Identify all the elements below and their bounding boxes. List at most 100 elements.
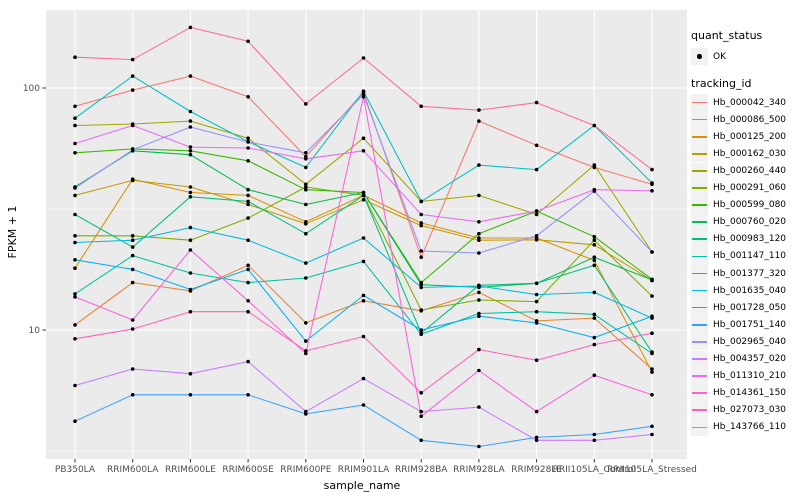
legend-item-tracking: Hb_001751_140 xyxy=(691,316,799,334)
legend-label-tracking-id: Hb_001728_050 xyxy=(713,302,787,313)
data-point xyxy=(592,432,597,437)
data-point xyxy=(304,187,308,192)
legend-item-tracking: Hb_001377_320 xyxy=(691,265,799,283)
data-point xyxy=(304,151,308,155)
line-key-icon xyxy=(691,94,708,112)
point-marker-icon xyxy=(691,48,708,66)
line-key-icon xyxy=(691,299,708,317)
data-point xyxy=(304,349,308,353)
legend-item-tracking: Hb_014361_150 xyxy=(691,384,799,402)
data-point xyxy=(304,321,308,325)
data-point xyxy=(592,123,597,128)
data-point xyxy=(534,358,539,363)
data-point xyxy=(130,267,135,272)
legend-item-tracking: Hb_000291_060 xyxy=(691,179,799,197)
legend-item-tracking: Hb_000983_120 xyxy=(691,230,799,248)
data-point xyxy=(304,165,308,170)
data-point xyxy=(592,255,597,259)
data-point xyxy=(188,145,193,149)
legend-label-tracking-id: Hb_001635_040 xyxy=(713,285,787,296)
x-tick-label: RRII105LA_Control xyxy=(553,465,636,475)
data-point xyxy=(73,234,77,238)
data-point xyxy=(130,245,135,249)
data-point xyxy=(650,370,654,374)
line-key-icon xyxy=(691,333,708,351)
data-point xyxy=(361,95,366,99)
data-point xyxy=(246,39,250,44)
data-point xyxy=(419,391,424,395)
data-point xyxy=(304,221,308,226)
legend-item-tracking: Hb_001147_110 xyxy=(691,247,799,265)
data-point xyxy=(73,419,77,424)
legend-label-tracking-id: Hb_000983_120 xyxy=(713,234,787,245)
data-point xyxy=(361,259,366,264)
data-point xyxy=(73,292,77,296)
data-point xyxy=(592,258,597,263)
data-point xyxy=(477,251,481,255)
legend-label-tracking-id: Hb_000125_200 xyxy=(713,131,787,142)
data-point xyxy=(650,250,654,254)
legend-tracking-items: Hb_000042_340 Hb_000086_500 Hb_000125_200 H… xyxy=(691,94,799,436)
data-point xyxy=(188,371,193,376)
legend-label-tracking-id: Hb_001147_110 xyxy=(713,251,787,262)
data-point xyxy=(477,298,481,302)
data-point xyxy=(592,238,597,242)
data-point xyxy=(477,238,481,242)
data-point xyxy=(419,438,424,443)
data-point xyxy=(246,263,250,268)
legend-label-tracking-id: Hb_014361_150 xyxy=(713,388,787,399)
line-key-icon xyxy=(691,418,708,436)
data-point xyxy=(477,444,481,449)
data-point xyxy=(130,148,135,152)
legend-label-ok: OK xyxy=(713,51,726,62)
data-point xyxy=(246,359,250,364)
line-key-icon xyxy=(691,213,708,231)
data-point xyxy=(246,159,250,163)
y-axis-title: FPKM + 1 xyxy=(6,206,19,259)
data-point xyxy=(592,243,597,247)
line-key-icon xyxy=(691,401,708,419)
data-point xyxy=(304,409,308,414)
data-point xyxy=(73,186,77,190)
legend-item-tracking: Hb_000086_500 xyxy=(691,111,799,129)
data-point xyxy=(304,261,308,265)
data-point xyxy=(246,202,250,207)
data-point xyxy=(419,104,424,109)
data-point xyxy=(650,314,654,319)
data-point xyxy=(246,238,250,242)
data-point xyxy=(73,116,77,120)
line-key-icon xyxy=(691,282,708,300)
line-key-icon xyxy=(691,162,708,180)
data-point xyxy=(130,234,135,238)
line-key-icon xyxy=(691,230,708,248)
data-point xyxy=(650,294,654,298)
x-tick-label: RRIM928LE xyxy=(511,465,562,475)
x-tick-label: RRIM928BA xyxy=(395,465,448,475)
data-point xyxy=(592,335,597,340)
data-point xyxy=(361,193,366,198)
data-point xyxy=(361,198,366,202)
data-point xyxy=(534,438,539,443)
data-point xyxy=(188,119,193,123)
data-point xyxy=(130,57,135,62)
data-point xyxy=(188,195,193,199)
data-point xyxy=(188,25,193,30)
data-point xyxy=(361,236,366,240)
legend-title-quant-status: quant_status xyxy=(691,29,763,42)
data-point xyxy=(188,74,193,78)
legend-item-tracking: Hb_000162_030 xyxy=(691,145,799,163)
data-point xyxy=(477,290,481,295)
data-point xyxy=(246,136,250,140)
data-point xyxy=(477,119,481,123)
legend-label-tracking-id: Hb_143766_110 xyxy=(713,422,787,433)
data-point xyxy=(361,403,366,407)
data-point xyxy=(304,157,308,161)
legend-label-tracking-id: Hb_000760_020 xyxy=(713,217,787,228)
data-point xyxy=(130,393,135,397)
data-point xyxy=(419,249,424,253)
data-point xyxy=(592,263,597,268)
data-point xyxy=(534,100,539,105)
data-point xyxy=(130,253,135,258)
x-tick-label: PB350LA xyxy=(55,465,96,475)
data-point xyxy=(650,331,654,336)
